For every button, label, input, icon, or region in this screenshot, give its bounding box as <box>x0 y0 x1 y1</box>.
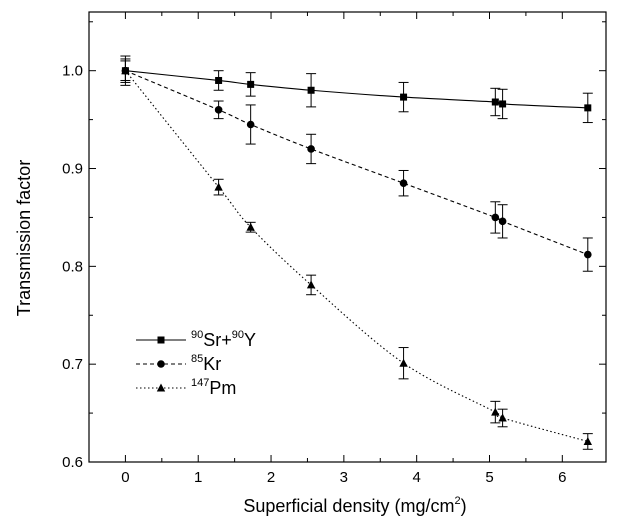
legend-marker <box>157 336 165 344</box>
data-point <box>583 250 592 259</box>
legend-item: 90Sr+90Y <box>136 329 256 350</box>
legend: 90Sr+90Y 85Kr 147Pm <box>136 329 256 398</box>
data-point <box>215 76 223 84</box>
x-tick-label: 3 <box>340 469 348 486</box>
data-point <box>498 413 507 422</box>
x-tick-label: 2 <box>267 469 275 486</box>
x-axis-title: Superficial density (mg/cm2) <box>243 495 466 516</box>
legend-marker <box>156 383 166 392</box>
data-point <box>498 217 507 226</box>
series-layer <box>120 55 593 450</box>
data-point <box>307 86 315 94</box>
plot-frame <box>88 11 607 463</box>
data-point <box>583 436 592 445</box>
series-circle <box>120 58 593 272</box>
x-tick-label: 5 <box>485 469 493 486</box>
data-point <box>491 407 500 416</box>
legend-label: 147Pm <box>191 377 236 398</box>
y-axis: 0.6 0.7 0.8 0.9 1.0 <box>62 21 606 471</box>
series-triangle <box>120 60 593 450</box>
y-axis-title: Transmission factor <box>14 160 34 316</box>
legend-marker <box>157 360 165 368</box>
data-point <box>399 358 408 367</box>
x-tick-label: 0 <box>121 469 129 486</box>
y-tick-label: 0.9 <box>62 161 83 178</box>
data-point <box>491 213 500 222</box>
data-point <box>307 145 315 153</box>
data-point <box>246 120 255 129</box>
y-tick-label: 0.6 <box>62 454 83 471</box>
data-point <box>246 222 255 231</box>
data-point <box>214 106 223 114</box>
legend-label: 85Kr <box>191 353 221 374</box>
series-line <box>125 70 588 256</box>
data-point <box>121 66 130 75</box>
data-point <box>584 104 592 112</box>
legend-item: 85Kr <box>136 353 221 374</box>
series-square <box>120 55 593 124</box>
data-point <box>247 80 255 88</box>
data-point <box>306 280 316 289</box>
legend-item: 147Pm <box>136 377 236 398</box>
y-tick-label: 0.7 <box>62 356 83 373</box>
series-line <box>125 70 588 109</box>
x-tick-label: 1 <box>194 469 202 486</box>
plot-border <box>88 11 607 463</box>
y-tick-label: 0.8 <box>62 258 83 275</box>
x-tick-label: 6 <box>558 469 566 486</box>
legend-label: 90Sr+90Y <box>191 329 256 350</box>
data-point <box>214 182 223 191</box>
data-point <box>491 98 499 106</box>
data-point <box>400 93 408 101</box>
x-tick-label: 4 <box>413 469 421 486</box>
x-axis: 0 1 2 3 4 5 6 <box>88 12 566 486</box>
y-tick-label: 1.0 <box>62 63 83 80</box>
data-point <box>399 179 408 187</box>
data-point <box>499 100 507 108</box>
